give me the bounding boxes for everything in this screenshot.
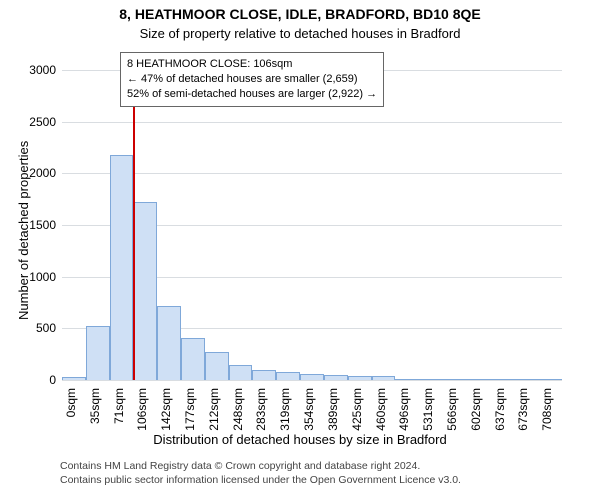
x-tick-label: 708sqm xyxy=(540,384,554,431)
x-tick-label: 354sqm xyxy=(302,384,316,431)
histogram-bar xyxy=(276,372,300,380)
histogram-bar xyxy=(324,375,348,380)
histogram-bar xyxy=(205,352,229,380)
y-tick-label: 3000 xyxy=(29,63,62,77)
histogram-bar xyxy=(181,338,205,380)
x-tick-label: 35sqm xyxy=(88,384,102,424)
x-tick-label: 177sqm xyxy=(183,384,197,431)
histogram-bar xyxy=(491,379,515,380)
x-tick-label: 0sqm xyxy=(64,384,78,417)
histogram-bar xyxy=(110,155,134,380)
annotation-line-2: ← 47% of detached houses are smaller (2,… xyxy=(127,72,377,87)
x-tick-label: 566sqm xyxy=(445,384,459,431)
x-tick-label: 283sqm xyxy=(254,384,268,431)
annotation-line-3: 52% of semi-detached houses are larger (… xyxy=(127,87,377,102)
histogram-bar xyxy=(538,379,562,380)
x-tick-label: 319sqm xyxy=(278,384,292,431)
x-tick-label: 425sqm xyxy=(350,384,364,431)
x-tick-label: 531sqm xyxy=(421,384,435,431)
y-tick-label: 0 xyxy=(49,373,62,387)
x-tick-label: 460sqm xyxy=(374,384,388,431)
y-tick-label: 2500 xyxy=(29,115,62,129)
x-tick-label: 71sqm xyxy=(112,384,126,424)
x-tick-label: 106sqm xyxy=(135,384,149,431)
x-tick-label: 389sqm xyxy=(326,384,340,431)
histogram-bar xyxy=(86,326,110,380)
histogram-bar xyxy=(395,379,419,380)
grid-line xyxy=(62,380,562,381)
y-tick-label: 1000 xyxy=(29,270,62,284)
histogram-bar xyxy=(419,379,443,380)
histogram-bar xyxy=(252,370,276,380)
property-marker-line xyxy=(133,70,135,380)
x-tick-label: 496sqm xyxy=(397,384,411,431)
x-tick-label: 212sqm xyxy=(207,384,221,431)
histogram-bar xyxy=(229,365,253,381)
property-annotation: 8 HEATHMOOR CLOSE: 106sqm ← 47% of detac… xyxy=(120,52,384,107)
x-tick-label: 142sqm xyxy=(159,384,173,431)
x-tick-label: 637sqm xyxy=(493,384,507,431)
histogram-bar xyxy=(300,374,324,380)
annotation-line-1: 8 HEATHMOOR CLOSE: 106sqm xyxy=(127,57,377,72)
footer-copyright-2: Contains public sector information licen… xyxy=(60,474,461,486)
x-tick-label: 673sqm xyxy=(516,384,530,431)
histogram-bar xyxy=(467,379,491,380)
histogram-bar xyxy=(62,377,86,380)
grid-line xyxy=(62,122,562,123)
y-tick-label: 1500 xyxy=(29,218,62,232)
x-axis-label: Distribution of detached houses by size … xyxy=(0,432,600,447)
chart-plot-area: 0500100015002000250030000sqm35sqm71sqm10… xyxy=(62,70,562,381)
histogram-bar xyxy=(157,306,181,380)
chart-subtitle: Size of property relative to detached ho… xyxy=(0,26,600,41)
y-tick-label: 2000 xyxy=(29,166,62,180)
x-tick-label: 248sqm xyxy=(231,384,245,431)
histogram-bar xyxy=(443,379,467,380)
histogram-bar xyxy=(133,202,157,380)
page-title: 8, HEATHMOOR CLOSE, IDLE, BRADFORD, BD10… xyxy=(0,6,600,22)
histogram-bar xyxy=(372,376,396,380)
histogram-bar xyxy=(348,376,372,380)
grid-line xyxy=(62,173,562,174)
histogram-bar xyxy=(514,379,538,380)
x-tick-label: 602sqm xyxy=(469,384,483,431)
y-tick-label: 500 xyxy=(36,321,62,335)
footer-copyright-1: Contains HM Land Registry data © Crown c… xyxy=(60,460,420,472)
